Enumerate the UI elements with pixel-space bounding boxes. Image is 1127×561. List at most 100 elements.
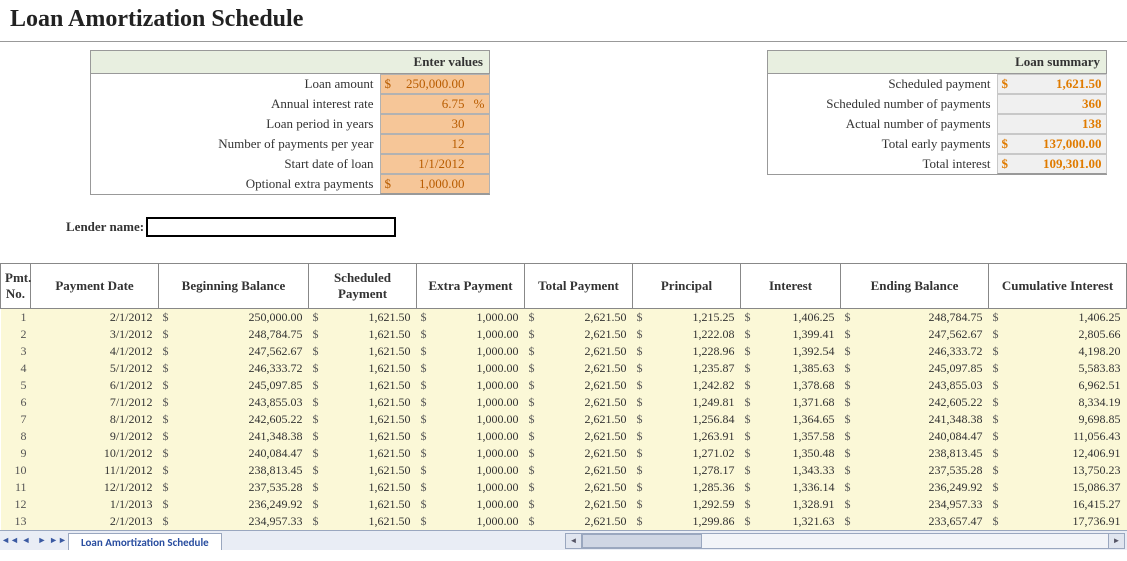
- money-cell[interactable]: $240,084.47: [841, 429, 983, 444]
- money-cell[interactable]: $1,621.50: [309, 446, 411, 461]
- money-cell[interactable]: $1,228.96: [633, 344, 735, 359]
- money-cell[interactable]: $1,621.50: [309, 480, 411, 495]
- payment-date-cell[interactable]: 4/1/2012: [31, 344, 153, 359]
- money-cell[interactable]: $234,957.33: [159, 514, 303, 529]
- money-cell[interactable]: $1,263.91: [633, 429, 735, 444]
- money-cell[interactable]: $1,406.25: [741, 310, 835, 325]
- money-cell[interactable]: $2,621.50: [525, 463, 627, 478]
- money-cell[interactable]: $9,698.85: [989, 412, 1121, 427]
- money-cell[interactable]: $13,750.23: [989, 463, 1121, 478]
- money-cell[interactable]: $250,000.00: [159, 310, 303, 325]
- input-value-cell[interactable]: $250,000.00: [380, 74, 490, 94]
- payment-date-cell[interactable]: 5/1/2012: [31, 361, 153, 376]
- money-cell[interactable]: $2,621.50: [525, 344, 627, 359]
- money-cell[interactable]: $1,000.00: [417, 429, 519, 444]
- payment-date-cell[interactable]: 1/1/2013: [31, 497, 153, 512]
- pmt-no[interactable]: 4: [1, 360, 31, 377]
- money-cell[interactable]: $246,333.72: [159, 361, 303, 376]
- pmt-no[interactable]: 12: [1, 496, 31, 513]
- payment-date-cell[interactable]: 9/1/2012: [31, 429, 153, 444]
- scroll-right-icon[interactable]: ►: [1108, 534, 1124, 548]
- pmt-no[interactable]: 13: [1, 513, 31, 530]
- money-cell[interactable]: $1,000.00: [417, 446, 519, 461]
- money-cell[interactable]: $1,215.25: [633, 310, 735, 325]
- money-cell[interactable]: $6,962.51: [989, 378, 1121, 393]
- money-cell[interactable]: $1,000.00: [417, 310, 519, 325]
- money-cell[interactable]: $2,621.50: [525, 361, 627, 376]
- money-cell[interactable]: $1,621.50: [309, 497, 411, 512]
- money-cell[interactable]: $243,855.03: [159, 395, 303, 410]
- input-value-cell[interactable]: 30: [380, 114, 490, 134]
- money-cell[interactable]: $237,535.28: [159, 480, 303, 495]
- payment-date-cell[interactable]: 2/1/2012: [31, 310, 153, 325]
- tab-nav-next-icon[interactable]: ►: [34, 533, 50, 549]
- lender-name-input[interactable]: [146, 217, 396, 237]
- column-header[interactable]: Pmt. No.: [1, 264, 31, 309]
- money-cell[interactable]: $1,000.00: [417, 395, 519, 410]
- money-cell[interactable]: $247,562.67: [159, 344, 303, 359]
- money-cell[interactable]: $1,371.68: [741, 395, 835, 410]
- money-cell[interactable]: $1,621.50: [309, 310, 411, 325]
- money-cell[interactable]: $238,813.45: [841, 446, 983, 461]
- money-cell[interactable]: $247,562.67: [841, 327, 983, 342]
- money-cell[interactable]: $1,328.91: [741, 497, 835, 512]
- money-cell[interactable]: $233,657.47: [841, 514, 983, 529]
- column-header[interactable]: Cumulative Interest: [989, 264, 1127, 309]
- money-cell[interactable]: $1,364.65: [741, 412, 835, 427]
- money-cell[interactable]: $245,097.85: [159, 378, 303, 393]
- money-cell[interactable]: $2,621.50: [525, 310, 627, 325]
- money-cell[interactable]: $1,621.50: [309, 429, 411, 444]
- money-cell[interactable]: $1,285.36: [633, 480, 735, 495]
- money-cell[interactable]: $1,621.50: [309, 514, 411, 529]
- pmt-no[interactable]: 7: [1, 411, 31, 428]
- money-cell[interactable]: $237,535.28: [841, 463, 983, 478]
- money-cell[interactable]: $1,621.50: [309, 344, 411, 359]
- payment-date-cell[interactable]: 2/1/2013: [31, 514, 153, 529]
- money-cell[interactable]: $1,621.50: [309, 395, 411, 410]
- money-cell[interactable]: $1,278.17: [633, 463, 735, 478]
- column-header[interactable]: Payment Date: [31, 264, 159, 309]
- money-cell[interactable]: $2,805.66: [989, 327, 1121, 342]
- money-cell[interactable]: $12,406.91: [989, 446, 1121, 461]
- money-cell[interactable]: $241,348.38: [159, 429, 303, 444]
- pmt-no[interactable]: 11: [1, 479, 31, 496]
- money-cell[interactable]: $1,000.00: [417, 378, 519, 393]
- input-value-cell[interactable]: $1,000.00: [380, 174, 490, 194]
- column-header[interactable]: Total Payment: [525, 264, 633, 309]
- money-cell[interactable]: $1,399.41: [741, 327, 835, 342]
- money-cell[interactable]: $2,621.50: [525, 327, 627, 342]
- money-cell[interactable]: $1,000.00: [417, 514, 519, 529]
- money-cell[interactable]: $11,056.43: [989, 429, 1121, 444]
- money-cell[interactable]: $17,736.91: [989, 514, 1121, 529]
- pmt-no[interactable]: 9: [1, 445, 31, 462]
- money-cell[interactable]: $236,249.92: [841, 480, 983, 495]
- money-cell[interactable]: $1,235.87: [633, 361, 735, 376]
- money-cell[interactable]: $1,621.50: [309, 378, 411, 393]
- money-cell[interactable]: $243,855.03: [841, 378, 983, 393]
- money-cell[interactable]: $1,222.08: [633, 327, 735, 342]
- money-cell[interactable]: $1,385.63: [741, 361, 835, 376]
- money-cell[interactable]: $5,583.83: [989, 361, 1121, 376]
- column-header[interactable]: Ending Balance: [841, 264, 989, 309]
- scroll-thumb[interactable]: [582, 534, 702, 548]
- payment-date-cell[interactable]: 8/1/2012: [31, 412, 153, 427]
- money-cell[interactable]: $1,000.00: [417, 344, 519, 359]
- payment-date-cell[interactable]: 7/1/2012: [31, 395, 153, 410]
- tab-nav-first-icon[interactable]: ◄◄: [2, 533, 18, 549]
- money-cell[interactable]: $2,621.50: [525, 395, 627, 410]
- tab-nav-last-icon[interactable]: ►►: [50, 533, 66, 549]
- payment-date-cell[interactable]: 3/1/2012: [31, 327, 153, 342]
- money-cell[interactable]: $1,621.50: [309, 412, 411, 427]
- column-header[interactable]: Principal: [633, 264, 741, 309]
- money-cell[interactable]: $1,271.02: [633, 446, 735, 461]
- money-cell[interactable]: $1,000.00: [417, 497, 519, 512]
- money-cell[interactable]: $245,097.85: [841, 361, 983, 376]
- money-cell[interactable]: $246,333.72: [841, 344, 983, 359]
- money-cell[interactable]: $241,348.38: [841, 412, 983, 427]
- money-cell[interactable]: $1,350.48: [741, 446, 835, 461]
- money-cell[interactable]: $248,784.75: [159, 327, 303, 342]
- money-cell[interactable]: $1,292.59: [633, 497, 735, 512]
- worksheet-tab[interactable]: Loan Amortization Schedule: [68, 533, 222, 550]
- money-cell[interactable]: $1,256.84: [633, 412, 735, 427]
- money-cell[interactable]: $1,621.50: [309, 327, 411, 342]
